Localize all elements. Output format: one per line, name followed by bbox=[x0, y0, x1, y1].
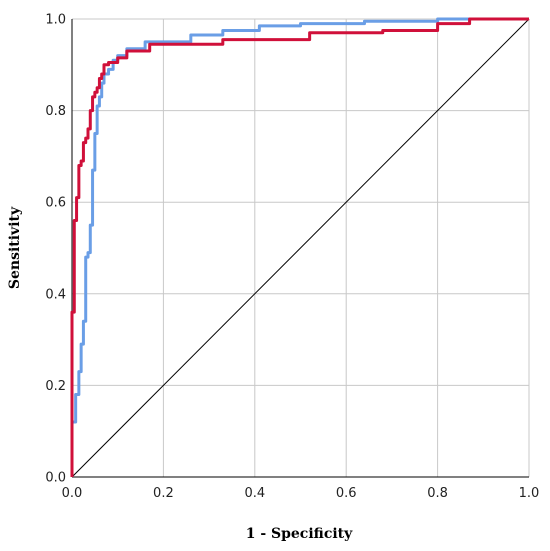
y-tick-label: 0.0 bbox=[45, 471, 66, 486]
y-axis-title: Sensitivity bbox=[7, 206, 23, 289]
x-axis-title: 1 - Specificity bbox=[246, 526, 353, 542]
tick-labels: 0.0 0.2 0.4 0.6 0.8 1.0 0.0 0.2 0.4 0.6 0.8 1.0 bbox=[45, 13, 539, 502]
roc-series-line-2 bbox=[70, 17, 529, 477]
y-tick-label: 0.4 bbox=[45, 287, 66, 302]
x-tick-label: 1.0 bbox=[519, 486, 540, 501]
x-tick-label: 0.8 bbox=[427, 486, 448, 501]
y-tick-label: 0.2 bbox=[45, 379, 66, 394]
x-tick-label: 0.6 bbox=[336, 486, 357, 501]
x-tick-label: 0.2 bbox=[153, 486, 174, 501]
y-tick-label: 0.6 bbox=[45, 196, 66, 211]
reference-diagonal-line bbox=[71, 18, 530, 478]
roc-series-line-1 bbox=[70, 17, 529, 477]
y-tick-label: 1.0 bbox=[45, 13, 66, 28]
x-tick-label: 0.0 bbox=[62, 486, 83, 501]
x-tick-label: 0.4 bbox=[244, 486, 265, 501]
y-tick-label: 0.8 bbox=[45, 104, 66, 119]
series-lines bbox=[70, 17, 530, 478]
